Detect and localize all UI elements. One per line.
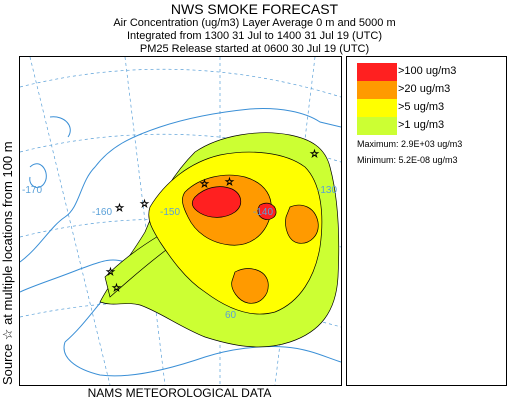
legend-swatch-gt1 [357, 117, 397, 135]
source-side-label: Source ☆ at multiple locations from 100 … [0, 55, 16, 385]
legend-panel: >100 ug/m3 >20 ug/m3 >5 ug/m3 >1 ug/m3 M… [346, 56, 507, 386]
meteorological-data-caption: NAMS METEOROLOGICAL DATA [87, 386, 272, 400]
contour-gt20-south [231, 268, 269, 304]
lon-label-150: -150 [160, 207, 181, 218]
legend-label-gt20: >20 ug/m3 [398, 83, 451, 95]
contour-gt100 [191, 186, 241, 218]
lon-label-170: -170 [22, 185, 43, 196]
subtitle-concentration: Air Concentration (ug/m3) Layer Average … [113, 17, 396, 29]
graticule [20, 57, 341, 385]
lon-label-130: -130 [317, 185, 338, 196]
source-label-text: Source ☆ at multiple locations from 100 … [0, 141, 15, 385]
lon-label-140: -140 [253, 207, 274, 218]
source-star: ☆ [112, 283, 121, 294]
source-star: ☆ [106, 267, 115, 278]
chart-title: NWS SMOKE FORECAST [170, 1, 339, 17]
subtitle-integration: Integrated from 1300 31 Jul to 1400 31 J… [127, 30, 382, 42]
smoke-map: ☆ ☆ ☆ ☆ ☆ ☆ ☆ [20, 57, 341, 385]
legend-label-gt1: >1 ug/m3 [398, 119, 445, 131]
smoke-contours [99, 132, 340, 348]
source-star: ☆ [310, 149, 319, 160]
lon-label-160: -160 [92, 207, 113, 218]
source-star: ☆ [140, 199, 149, 210]
source-markers: ☆ ☆ ☆ ☆ ☆ ☆ ☆ [106, 149, 320, 295]
legend-label-gt100: >100 ug/m3 [398, 65, 457, 77]
legend-minimum: Minimum: 5.2E-08 ug/m3 [357, 155, 458, 165]
lat-label-60: 60 [225, 310, 237, 321]
legend-swatch-gt100 [357, 63, 397, 81]
source-star: ☆ [115, 203, 124, 214]
legend-item: >20 ug/m3 [357, 81, 495, 99]
legend-swatch-gt5 [357, 99, 397, 117]
legend-item: >1 ug/m3 [357, 117, 495, 135]
source-star: ☆ [225, 177, 234, 188]
legend-swatch-gt20 [357, 81, 397, 99]
contour-gt100-east [257, 202, 277, 220]
contour-gt20-east [285, 204, 319, 244]
legend-item: >100 ug/m3 [357, 63, 495, 81]
legend-item: >5 ug/m3 [357, 99, 495, 117]
legend-maximum: Maximum: 2.9E+03 ug/m3 [357, 139, 463, 149]
source-star: ☆ [200, 179, 209, 190]
subtitle-release: PM25 Release started at 0600 30 Jul 19 (… [139, 43, 370, 55]
legend-label-gt5: >5 ug/m3 [398, 101, 445, 113]
map-panel: ☆ ☆ ☆ ☆ ☆ ☆ ☆ -170 -160 -150 -140 -130 6… [19, 56, 342, 386]
